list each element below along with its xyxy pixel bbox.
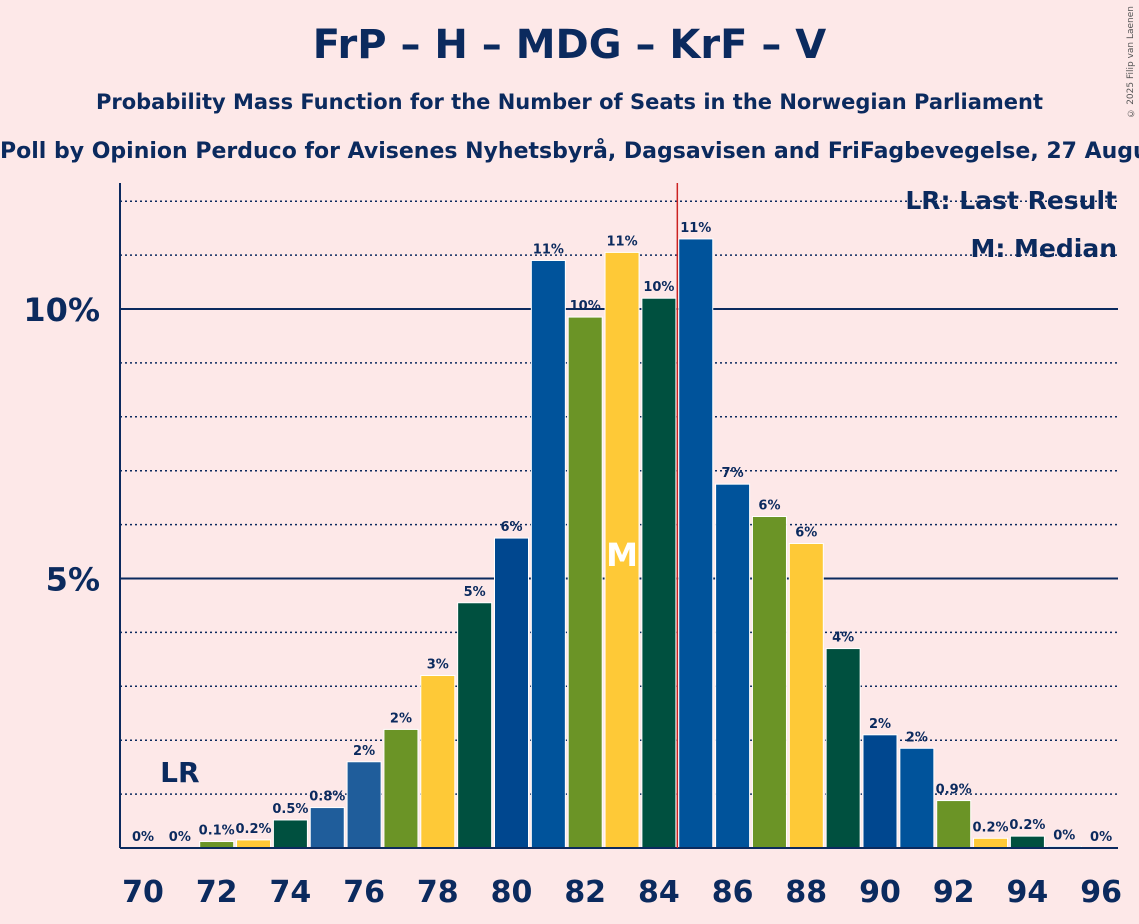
bar-value-label: 11%	[606, 234, 637, 249]
x-tick-label: 92	[933, 875, 975, 910]
bar-value-label: 0.1%	[199, 824, 235, 839]
bar-seat-80	[494, 537, 529, 849]
bar-value-label: 11%	[680, 221, 711, 236]
bar-seat-87	[751, 516, 787, 849]
bar-value-label: 2%	[906, 730, 928, 745]
median-marker: M	[606, 536, 638, 574]
bar-seat-75	[309, 807, 345, 849]
x-tick-label: 96	[1080, 875, 1122, 910]
bar-value-label: 6%	[758, 499, 780, 514]
x-tick-label: 70	[122, 875, 164, 910]
chart-subtitle: Probability Mass Function for the Number…	[95, 90, 1044, 114]
bar-value-label: 7%	[722, 466, 744, 481]
bar-value-label: 0%	[1090, 830, 1112, 845]
bar-value-label: 0.9%	[936, 783, 972, 798]
bar-seat-91	[899, 747, 935, 849]
bar-value-label: 3%	[427, 658, 449, 673]
bar-seat-86	[715, 483, 751, 849]
chart-title: FrP – H – MDG – KrF – V	[312, 22, 827, 68]
x-tick-label: 78	[417, 875, 459, 910]
poll-source: Poll by Opinion Perduco for Avisenes Nyh…	[0, 139, 1139, 164]
x-tick-label: 94	[1007, 875, 1049, 910]
bar-seat-94	[1009, 835, 1045, 849]
bar-value-label: 10%	[570, 299, 601, 314]
x-tick-label: 72	[196, 875, 238, 910]
x-tick-label: 82	[564, 875, 606, 910]
bar-seat-90	[862, 734, 898, 849]
bar-value-label: 6%	[500, 520, 522, 535]
x-tick-label: 80	[491, 875, 533, 910]
bar-seat-92	[936, 800, 972, 849]
y-tick-label: 5%	[46, 561, 100, 599]
bar-value-label: 4%	[832, 631, 854, 646]
bar-seat-88	[788, 542, 824, 849]
y-tick-label: 10%	[23, 291, 100, 329]
bar-seat-78	[420, 675, 456, 849]
bar-seat-77	[383, 728, 419, 849]
bar-value-label: 0.2%	[236, 822, 272, 837]
x-tick-label: 90	[859, 875, 901, 910]
x-tick-label: 84	[638, 875, 680, 910]
bar-value-label: 11%	[533, 242, 564, 257]
bar-seat-89	[825, 648, 861, 849]
bar-value-label: 6%	[795, 525, 817, 540]
annotations: M LR LR: Last Result M: Median	[160, 183, 1117, 848]
bar-value-label: 2%	[869, 717, 891, 732]
last-result-marker: LR	[160, 756, 199, 789]
legend-median: M: Median	[970, 234, 1117, 263]
bar-seat-76	[346, 761, 382, 849]
x-tick-label: 76	[343, 875, 385, 910]
bar-seat-74	[272, 819, 308, 849]
x-tick-label: 74	[270, 875, 312, 910]
bar-seat-84	[641, 297, 677, 849]
bar-value-label: 2%	[353, 744, 375, 759]
bar-seat-93	[973, 837, 1009, 849]
bar-seat-82	[567, 316, 603, 849]
x-tick-label: 88	[785, 875, 827, 910]
axes: 5% 10% 70 72 74 76 78 80 82 84 86 88 90 92 94 96	[23, 183, 1122, 910]
bar-value-label: 0%	[169, 830, 191, 845]
bar-value-label: 0.5%	[272, 802, 308, 817]
bar-value-label: 2%	[390, 711, 412, 726]
bar-seat-85	[678, 238, 714, 849]
bar-value-label: 0.8%	[309, 790, 345, 805]
bar-seat-79	[457, 602, 493, 849]
bar-seat-81	[530, 259, 566, 849]
bar-value-label: 0%	[132, 830, 154, 845]
bar-value-label: 0.2%	[973, 820, 1009, 835]
legend-last-result: LR: Last Result	[905, 186, 1117, 215]
bar-value-label: 10%	[643, 280, 674, 295]
bar-value-label: 0.2%	[1009, 818, 1045, 833]
bars: 0% 0% 0.1% 0.2%0.5%0.8%2%2%3%5%6%11%10%11%1…	[132, 221, 1112, 849]
bar-seat-73	[236, 839, 272, 849]
x-tick-label: 86	[712, 875, 754, 910]
bar-value-label: 5%	[464, 585, 486, 600]
grid-lines	[120, 200, 1118, 795]
bar-value-label: 0%	[1053, 828, 1075, 843]
bar-seat-83	[604, 251, 640, 849]
